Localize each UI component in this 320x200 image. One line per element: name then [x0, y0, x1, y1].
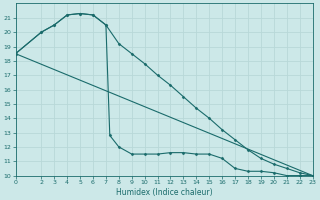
X-axis label: Humidex (Indice chaleur): Humidex (Indice chaleur) [116, 188, 212, 197]
